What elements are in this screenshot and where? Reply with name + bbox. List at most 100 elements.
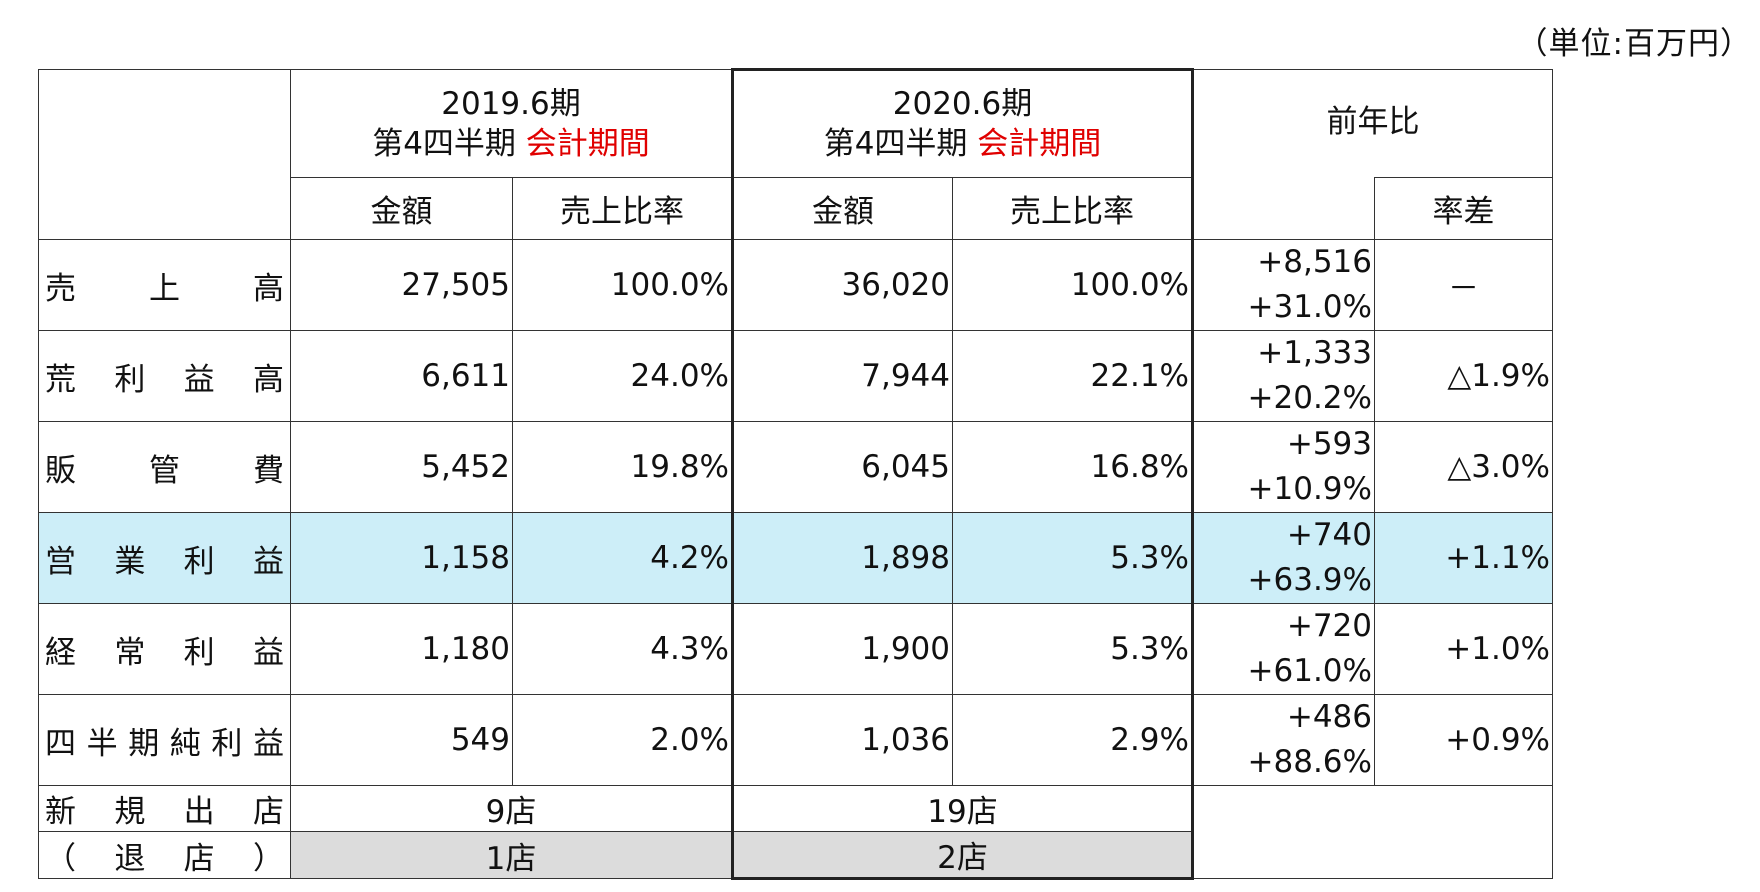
store-yoy-blank: [1192, 785, 1553, 879]
ratio-2020: 100.0%: [952, 239, 1194, 331]
amount-2019: 6,611: [290, 330, 513, 422]
amount-2019: 549: [290, 694, 513, 786]
row-label: 四半期純利益: [38, 694, 291, 786]
row-label: 荒 利益高: [38, 330, 291, 422]
row-label-char: 高: [253, 270, 284, 307]
fy2020-period: 2020.6期: [892, 86, 1033, 122]
row-label-char: （: [45, 840, 76, 877]
yoy-diff-percent: +63.9%: [1247, 562, 1372, 598]
yoy-diff: +486 +88.6%: [1192, 694, 1375, 786]
rate-diff: －: [1374, 239, 1553, 331]
row-label: 売上高: [38, 239, 291, 331]
store-count-2019: 9店: [290, 785, 733, 832]
row-label-char: 利: [183, 543, 215, 580]
unit-note: （単位:百万円）: [1516, 26, 1752, 62]
row-label-char: 利: [183, 634, 215, 671]
store-count-2020: 19店: [731, 785, 1194, 832]
store-count-2019: 1店: [290, 831, 733, 879]
yoy-diff-percent: +20.2%: [1247, 380, 1372, 416]
row-label-char: 常: [114, 634, 146, 671]
fy2019-accounting-period: 会計期間: [525, 125, 650, 162]
yoy-diff-amount: +740: [1286, 517, 1372, 553]
amount-2019: 1,180: [290, 603, 513, 695]
ratio-2020: 5.3%: [952, 603, 1194, 695]
fy2020-quarter: 第4四半期: [823, 126, 968, 162]
yoy-diff: +593 +10.9%: [1192, 421, 1375, 513]
ratio-2019: 19.8%: [512, 421, 733, 513]
amount-2020: 1,898: [731, 512, 953, 604]
ratio-2020: 16.8%: [952, 421, 1194, 513]
row-label-char: 経: [45, 634, 76, 671]
table-row: 四半期純利益 549 2.0% 1,036 2.9% +486 +88.6% +0.9%: [38, 694, 1553, 786]
yoy-diff-amount: +593: [1286, 426, 1372, 462]
store-count-2020: 2店: [731, 831, 1194, 880]
amount-2020: 6,045: [731, 421, 953, 513]
row-label-char: 益: [252, 725, 284, 762]
yoy-diff-percent: +61.0%: [1247, 653, 1372, 689]
row-label-char: 業: [114, 543, 146, 580]
yoy-diff-percent: +31.0%: [1247, 289, 1372, 325]
store-row: （ 退店 ） 1店 2店: [38, 831, 1553, 880]
rate-diff: △3.0%: [1374, 421, 1553, 513]
table-row: 営 業利益 1,158 4.2% 1,898 5.3% +740 +63.9% +1.1%: [38, 512, 1553, 604]
row-label-char: 出: [183, 794, 215, 830]
ratio-2019: 4.3%: [512, 603, 733, 695]
row-label-char: 新: [45, 794, 76, 830]
amount-2020: 1,036: [731, 694, 953, 786]
amount-2019: 1,158: [290, 512, 513, 604]
amount-2019: 5,452: [290, 421, 513, 513]
financial-summary-table: 2019.6期 第4四半期 会計期間 2020.6期 第4四半期 会計期間 前年…: [38, 68, 1553, 880]
row-label-char: 利: [114, 361, 146, 398]
corner-cell: [38, 69, 291, 240]
yoy-label: 前年比: [1326, 104, 1420, 140]
amount-2020: 36,020: [731, 239, 953, 331]
yoy-diff: +8,516 +31.0%: [1192, 239, 1375, 331]
yoy-diff-amount: +8,516: [1257, 244, 1372, 280]
table-row: 販 管 費 5,452 19.8% 6,045 16.8% +593 +10.9% △3.0%: [38, 421, 1553, 513]
ratio-2020: 5.3%: [952, 512, 1194, 604]
header-ratio-2019: 売上比率: [512, 177, 733, 240]
row-label-char: 期: [128, 725, 160, 762]
row-label-char: 半: [86, 725, 118, 762]
row-label-char: 四: [45, 725, 76, 762]
fy2019-quarter: 第4四半期: [372, 125, 516, 162]
row-label-char: 費: [253, 452, 284, 489]
row-label-char: 営: [45, 543, 76, 580]
rate-diff: +1.1%: [1374, 512, 1553, 604]
row-label-char: 規: [114, 794, 146, 830]
row-label-char: 荒: [45, 361, 76, 398]
row-label-char: 益: [252, 634, 284, 671]
row-label: （ 退店 ）: [38, 831, 291, 879]
row-label-char: 利: [211, 725, 243, 762]
yoy-diff-percent: +88.6%: [1247, 744, 1372, 780]
header-fy2019: 2019.6期 第4四半期 会計期間: [290, 69, 733, 178]
row-label-char: 店: [183, 840, 215, 877]
table-row: 荒 利益高 6,611 24.0% 7,944 22.1% +1,333 +20.2% △1.9…: [38, 330, 1553, 422]
row-label-char: 上: [149, 270, 180, 307]
ratio-2020: 2.9%: [952, 694, 1194, 786]
yoy-diff-amount: +486: [1286, 699, 1372, 735]
fy2020-accounting-period: 会計期間: [977, 126, 1102, 162]
row-label-char: 販: [45, 452, 76, 489]
row-label-char: 純: [169, 725, 201, 762]
row-label-char: 益: [183, 361, 215, 398]
header-fy2020: 2020.6期 第4四半期 会計期間: [731, 68, 1194, 178]
ratio-2019: 100.0%: [512, 239, 733, 331]
row-label-char: 退: [114, 840, 146, 877]
ratio-2019: 2.0%: [512, 694, 733, 786]
row-label: 販管費: [38, 421, 291, 513]
rate-diff: △1.9%: [1374, 330, 1553, 422]
yoy-diff: +1,333 +20.2%: [1192, 330, 1375, 422]
amount-2020: 7,944: [731, 330, 953, 422]
header-amount-2019: 金額: [290, 177, 513, 240]
row-label-char: ）: [252, 840, 284, 877]
row-label-char: 管: [149, 452, 180, 489]
table-row: 売上高 27,505 100.0% 36,020 100.0% +8,516 +31.0% －: [38, 239, 1553, 331]
ratio-2020: 22.1%: [952, 330, 1194, 422]
yoy-diff-amount: +1,333: [1257, 335, 1372, 371]
yoy-diff: +740 +63.9%: [1192, 512, 1375, 604]
header-rate-diff: 率差: [1374, 177, 1553, 240]
row-label-char: 売: [45, 270, 76, 307]
header-yoy-blank: [1192, 177, 1375, 240]
fy2019-period: 2019.6期: [441, 85, 581, 122]
